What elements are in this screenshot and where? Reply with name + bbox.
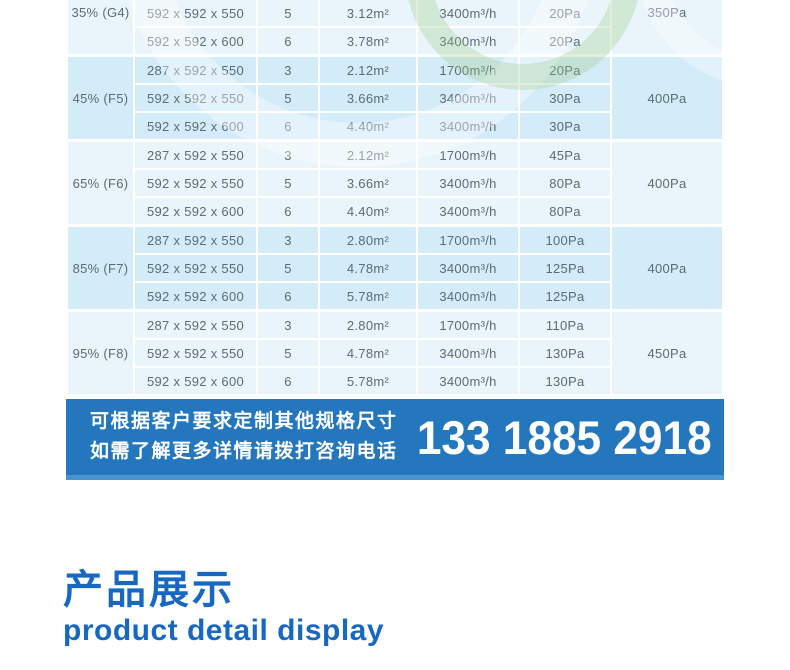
area-cell: 2.12m² <box>320 57 416 83</box>
area-cell: 5.78m² <box>320 283 416 309</box>
size-cell: 287 x 592 x 550 <box>135 57 256 83</box>
airflow-cell: 3400m³/h <box>418 170 518 196</box>
table-group: 95% (F8) 287 x 592 x 550 3 2.80m² 1700m³/h 11… <box>68 312 722 394</box>
section-heading: 产品展示 product detail display <box>63 568 384 648</box>
section-title-en: product detail display <box>63 614 385 647</box>
size-cell: 592 x 592 x 550 <box>135 85 256 111</box>
initial-resistance-cell: 30Pa <box>520 85 610 111</box>
initial-resistance-cell: 20Pa <box>520 57 610 83</box>
initial-resistance-cell: 45Pa <box>520 142 610 168</box>
spec-table: 35% (G4) 592 x 592 x 550 5 3.12m² 3400m³/h 20… <box>68 0 722 397</box>
initial-resistance-cell: 30Pa <box>520 113 610 139</box>
airflow-cell: 1700m³/h <box>418 312 518 338</box>
initial-resistance-cell: 20Pa <box>520 28 610 54</box>
area-cell: 2.80m² <box>320 312 416 338</box>
area-cell: 2.80m² <box>320 227 416 253</box>
banner-text: 可根据客户要求定制其他规格尺寸 如需了解更多详情请拨打咨询电话 <box>90 407 398 467</box>
airflow-cell: 3400m³/h <box>418 28 518 54</box>
quantity-cell: 6 <box>258 368 318 394</box>
size-cell: 592 x 592 x 550 <box>135 255 256 281</box>
airflow-cell: 1700m³/h <box>418 227 518 253</box>
size-cell: 592 x 592 x 600 <box>135 368 256 394</box>
quantity-cell: 6 <box>258 113 318 139</box>
size-cell: 287 x 592 x 550 <box>135 312 256 338</box>
size-cell: 592 x 592 x 550 <box>135 340 256 366</box>
airflow-cell: 3400m³/h <box>418 113 518 139</box>
initial-resistance-cell: 130Pa <box>520 368 610 394</box>
efficiency-cell: 65% (F6) <box>68 142 133 224</box>
area-cell: 4.40m² <box>320 198 416 224</box>
size-cell: 592 x 592 x 550 <box>135 170 256 196</box>
quantity-cell: 3 <box>258 312 318 338</box>
efficiency-cell: 45% (F5) <box>68 57 133 139</box>
quantity-cell: 3 <box>258 57 318 83</box>
quantity-cell: 3 <box>258 227 318 253</box>
airflow-cell: 3400m³/h <box>418 340 518 366</box>
size-cell: 287 x 592 x 550 <box>135 227 256 253</box>
initial-resistance-cell: 20Pa <box>520 0 610 26</box>
banner-line-1: 可根据客户要求定制其他规格尺寸 <box>90 411 398 432</box>
size-cell: 592 x 592 x 600 <box>135 283 256 309</box>
table-group: 85% (F7) 287 x 592 x 550 3 2.80m² 1700m³/h 10… <box>68 227 722 309</box>
size-cell: 287 x 592 x 550 <box>135 142 256 168</box>
quantity-cell: 5 <box>258 340 318 366</box>
custom-size-banner: 可根据客户要求定制其他规格尺寸 如需了解更多详情请拨打咨询电话 133 1885… <box>66 399 724 480</box>
quantity-cell: 6 <box>258 28 318 54</box>
airflow-cell: 1700m³/h <box>418 142 518 168</box>
size-cell: 592 x 592 x 600 <box>135 113 256 139</box>
initial-resistance-cell: 125Pa <box>520 255 610 281</box>
initial-resistance-cell: 125Pa <box>520 283 610 309</box>
size-cell: 592 x 592 x 600 <box>135 198 256 224</box>
quantity-cell: 6 <box>258 198 318 224</box>
area-cell: 4.40m² <box>320 113 416 139</box>
table-group: 65% (F6) 287 x 592 x 550 3 2.12m² 1700m³/h 45… <box>68 142 722 224</box>
banner-line-2: 如需了解更多详情请拨打咨询电话 <box>90 441 398 462</box>
airflow-cell: 3400m³/h <box>418 0 518 26</box>
airflow-cell: 1700m³/h <box>418 57 518 83</box>
initial-resistance-cell: 80Pa <box>520 170 610 196</box>
area-cell: 4.78m² <box>320 340 416 366</box>
size-cell: 592 x 592 x 600 <box>135 28 256 54</box>
phone-number: 133 1885 2918 <box>416 410 712 464</box>
quantity-cell: 5 <box>258 0 318 26</box>
quantity-cell: 6 <box>258 283 318 309</box>
quantity-cell: 5 <box>258 255 318 281</box>
final-resistance-cell: 450Pa <box>612 312 722 394</box>
airflow-cell: 3400m³/h <box>418 85 518 111</box>
table-group: 45% (F5) 287 x 592 x 550 3 2.12m² 1700m³/h 20… <box>68 57 722 139</box>
area-cell: 3.78m² <box>320 28 416 54</box>
final-resistance-cell: 400Pa <box>612 227 722 309</box>
initial-resistance-cell: 110Pa <box>520 312 610 338</box>
area-cell: 3.12m² <box>320 0 416 26</box>
final-resistance-cell: 400Pa <box>612 57 722 139</box>
airflow-cell: 3400m³/h <box>418 283 518 309</box>
airflow-cell: 3400m³/h <box>418 255 518 281</box>
size-cell: 592 x 592 x 550 <box>135 0 256 26</box>
area-cell: 5.78m² <box>320 368 416 394</box>
quantity-cell: 5 <box>258 170 318 196</box>
efficiency-cell: 85% (F7) <box>68 227 133 309</box>
quantity-cell: 3 <box>258 142 318 168</box>
final-resistance-cell: 350Pa <box>612 0 722 54</box>
airflow-cell: 3400m³/h <box>418 198 518 224</box>
quantity-cell: 5 <box>258 85 318 111</box>
airflow-cell: 3400m³/h <box>418 368 518 394</box>
final-resistance-cell: 400Pa <box>612 142 722 224</box>
initial-resistance-cell: 130Pa <box>520 340 610 366</box>
efficiency-cell: 35% (G4) <box>68 0 133 54</box>
table-group: 35% (G4) 592 x 592 x 550 5 3.12m² 3400m³/h 20… <box>68 0 722 54</box>
area-cell: 3.66m² <box>320 85 416 111</box>
initial-resistance-cell: 100Pa <box>520 227 610 253</box>
area-cell: 3.66m² <box>320 170 416 196</box>
efficiency-cell: 95% (F8) <box>68 312 133 394</box>
area-cell: 2.12m² <box>320 142 416 168</box>
section-title-zh: 产品展示 <box>63 568 235 612</box>
area-cell: 4.78m² <box>320 255 416 281</box>
initial-resistance-cell: 80Pa <box>520 198 610 224</box>
